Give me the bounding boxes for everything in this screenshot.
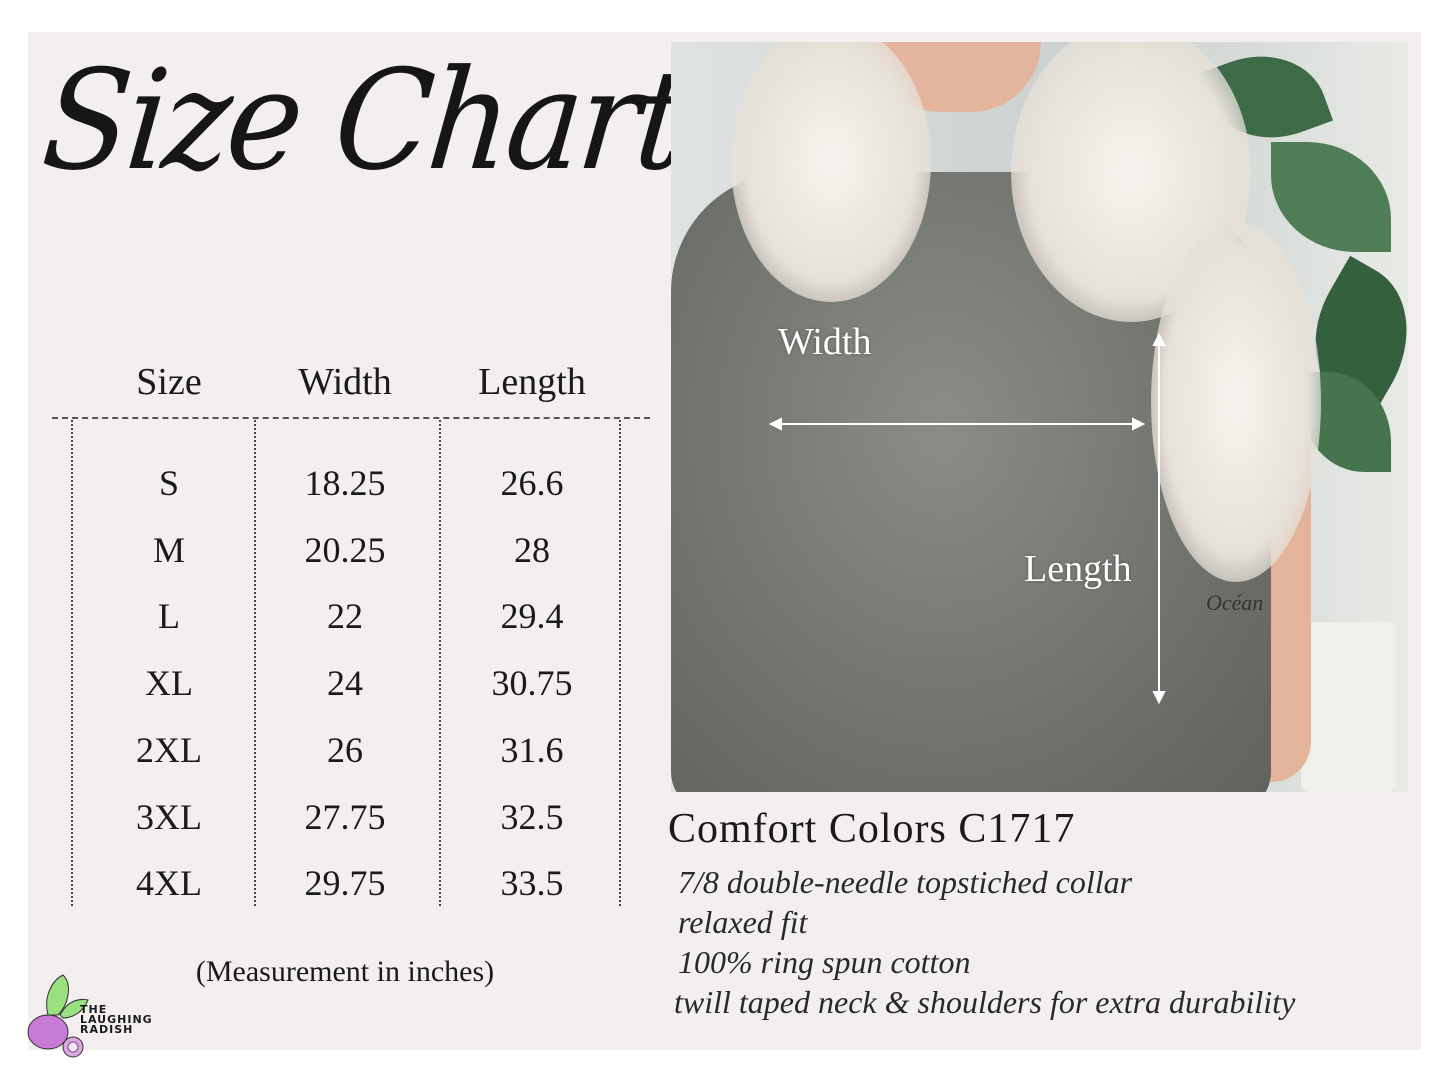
table-column-divider (254, 420, 256, 906)
cell-size: S (158, 463, 180, 503)
table-column-divider (71, 420, 73, 906)
tattoo-text: Océan (1206, 590, 1264, 615)
cell-length: 26.6 (500, 463, 564, 503)
measurement-note: (Measurement in inches) (195, 955, 495, 988)
cell-length: 29.4 (500, 596, 564, 637)
table-header-divider (52, 417, 650, 419)
cell-size: 2XL (136, 729, 202, 770)
cell-size: M (152, 529, 186, 570)
logo-text: THE LAUGHING RADISH (80, 1003, 153, 1036)
cell-length: 28 (514, 529, 550, 570)
measurement-arrows (768, 332, 1166, 705)
planter-pot (1301, 622, 1396, 792)
header-size: Size (136, 361, 202, 403)
header-length: Length (478, 361, 586, 403)
product-feature: twill taped neck & shoulders for extra d… (674, 984, 1296, 1020)
hair (731, 42, 931, 302)
cell-length: 31.6 (500, 729, 564, 770)
cell-width: 20.25 (304, 529, 386, 570)
product-feature: 100% ring spun cotton (678, 944, 971, 980)
header-width: Width (298, 361, 392, 403)
table-column-divider (619, 420, 621, 906)
cell-length: 32.5 (500, 796, 564, 837)
cell-length: 30.75 (491, 663, 573, 704)
logo-line: THE (80, 1003, 108, 1016)
size-chart-title: Size Chart (36, 40, 692, 201)
product-name: Comfort Colors C1717 (668, 806, 1076, 852)
product-feature: relaxed fit (678, 904, 808, 940)
cell-length: 33.5 (500, 863, 564, 904)
logo-line: LAUGHING (80, 1013, 153, 1026)
cell-width: 24 (327, 663, 363, 704)
radish-logo-icon (27, 974, 89, 1058)
logo-line: RADISH (80, 1023, 134, 1036)
cell-width: 18.25 (304, 463, 386, 503)
cell-width: 27.75 (304, 796, 386, 837)
length-label: Length (1024, 548, 1132, 590)
table-column-divider (439, 420, 441, 906)
cell-width: 22 (327, 596, 363, 637)
cell-size: XL (145, 663, 193, 704)
hair (1151, 222, 1321, 582)
width-label: Width (778, 321, 872, 363)
cell-size: 4XL (136, 863, 202, 904)
cell-size: L (158, 596, 180, 637)
cell-width: 29.75 (304, 863, 386, 904)
model-photo: Width Length Océan (671, 42, 1408, 792)
cell-size: 3XL (136, 796, 202, 837)
product-feature: 7/8 double-needle topstiched collar (678, 864, 1133, 900)
cell-width: 26 (327, 729, 363, 770)
